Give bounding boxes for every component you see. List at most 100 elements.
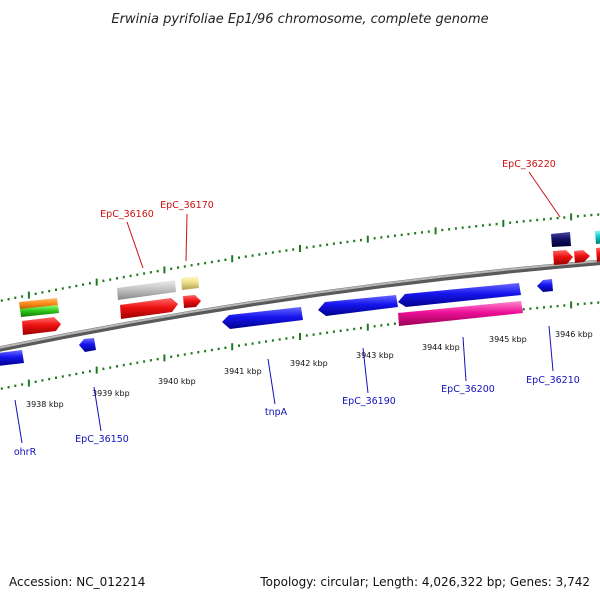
gene-arrow-blue-epc36200[interactable] xyxy=(398,283,521,307)
ruler-top-major-tick xyxy=(434,227,437,235)
ruler-top-major-tick xyxy=(366,235,369,243)
gene-label-epc36200[interactable]: EpC_36200 xyxy=(441,384,495,395)
ruler-bottom-minor-tick xyxy=(170,355,173,358)
ruler-top-minor-tick xyxy=(265,252,268,255)
tick-ruler-bottom xyxy=(0,301,600,390)
ruler-top-minor-tick xyxy=(380,236,383,239)
ruler-top-minor-tick xyxy=(258,253,261,256)
ruler-top-minor-tick xyxy=(116,277,118,280)
ruler-top-minor-tick xyxy=(156,269,159,273)
ruler-bottom-minor-tick xyxy=(278,338,281,341)
ruler-top-minor-tick xyxy=(244,255,247,258)
gene-arrow-red-epc36220[interactable] xyxy=(553,250,573,265)
ruler-top-minor-tick xyxy=(204,261,207,265)
tick-label-3943: 3943 kbp xyxy=(356,351,394,360)
ruler-top-minor-tick xyxy=(529,219,532,222)
ruler-bottom-minor-tick xyxy=(61,375,64,378)
ruler-top-minor-tick xyxy=(271,251,274,254)
ruler-top-minor-tick xyxy=(319,244,322,247)
gene-label-epc36190[interactable]: EpC_36190 xyxy=(342,396,396,407)
ruler-bottom-minor-tick xyxy=(251,342,254,345)
gene-feature-gray[interactable] xyxy=(117,280,176,300)
ruler-bottom-major-tick xyxy=(163,354,166,362)
ruler-top-minor-tick xyxy=(373,237,376,240)
tick-label-3945: 3945 kbp xyxy=(489,335,527,344)
ruler-bottom-minor-tick xyxy=(373,325,376,328)
ruler-bottom-major-tick xyxy=(27,379,30,387)
ruler-bottom-minor-tick xyxy=(305,334,308,337)
ruler-top-minor-tick xyxy=(332,242,335,245)
ruler-bottom-minor-tick xyxy=(204,349,207,353)
ruler-top-minor-tick xyxy=(170,267,173,270)
gene-arrow-blue-epc36150[interactable] xyxy=(79,338,96,352)
ruler-top-minor-tick xyxy=(41,291,44,294)
ruler-top-minor-tick xyxy=(305,246,308,249)
gene-label-ohrR[interactable]: ohrR xyxy=(14,447,37,458)
ruler-bottom-major-tick xyxy=(95,366,98,374)
gene-arrow-red[interactable] xyxy=(22,317,61,335)
ruler-top-minor-tick xyxy=(495,222,498,226)
ruler-bottom-minor-tick xyxy=(88,370,91,373)
gene-arrow-red-right[interactable] xyxy=(574,250,590,263)
ruler-bottom-minor-tick xyxy=(326,331,329,334)
ruler-top-major-tick xyxy=(502,219,505,227)
ruler-bottom-minor-tick xyxy=(387,323,390,326)
ruler-bottom-minor-tick xyxy=(0,387,3,390)
ruler-bottom-minor-tick xyxy=(258,341,261,344)
gene-label-epc36170[interactable]: EpC_36170 xyxy=(160,200,214,211)
gene-feature-navy[interactable] xyxy=(551,232,571,247)
ruler-top-minor-tick xyxy=(55,288,57,291)
leader-line-epc36190 xyxy=(362,347,369,394)
ruler-top-minor-tick xyxy=(238,256,240,259)
gene-arrow-red-epc36170[interactable] xyxy=(183,295,201,308)
ruler-bottom-minor-tick xyxy=(590,301,593,305)
gene-feature-cyan[interactable] xyxy=(595,230,600,244)
gene-label-epc36150[interactable]: EpC_36150 xyxy=(75,434,129,445)
ruler-top-minor-tick xyxy=(326,243,329,246)
ruler-top-minor-tick xyxy=(461,226,464,229)
ruler-bottom-minor-tick xyxy=(285,337,288,340)
ruler-bottom-major-tick xyxy=(231,343,234,351)
ruler-bottom-minor-tick xyxy=(529,307,532,310)
ruler-top-minor-tick xyxy=(109,278,112,281)
ruler-bottom-minor-tick xyxy=(292,336,295,339)
ruler-bottom-minor-tick xyxy=(68,374,71,377)
ruler-top-major-tick xyxy=(231,255,234,263)
ruler-bottom-minor-tick xyxy=(82,371,85,374)
leader-line-epc36200 xyxy=(462,336,467,382)
accession-label: Accession: NC_012214 xyxy=(9,575,145,589)
gene-arrow-blue-ohrR[interactable] xyxy=(0,350,24,366)
gene-label-tnpA[interactable]: tnpA xyxy=(265,407,288,418)
ruler-top-minor-tick xyxy=(210,260,213,264)
ruler-top-minor-tick xyxy=(278,250,281,253)
ruler-top-minor-tick xyxy=(522,220,525,223)
gene-arrow-blue-epc36210[interactable] xyxy=(537,279,553,292)
gene-feature-pink[interactable] xyxy=(398,301,523,326)
ruler-top-minor-tick xyxy=(563,216,566,219)
gene-arrow-red-edge[interactable] xyxy=(596,247,600,262)
tick-label-3939: 3939 kbp xyxy=(92,389,130,398)
ruler-top-minor-tick xyxy=(88,282,91,285)
gene-arrow-red-epc36160[interactable] xyxy=(120,298,178,319)
ruler-bottom-minor-tick xyxy=(597,301,600,304)
ruler-top-minor-tick xyxy=(122,275,125,279)
gene-feature-yellow[interactable] xyxy=(181,276,199,290)
ruler-top-minor-tick xyxy=(0,299,3,302)
ruler-top-minor-tick xyxy=(583,214,586,217)
ruler-top-major-tick xyxy=(570,213,573,221)
ruler-top-minor-tick xyxy=(129,274,132,278)
ruler-bottom-minor-tick xyxy=(543,306,545,309)
tick-label-3941: 3941 kbp xyxy=(224,367,262,376)
gene-label-epc36210[interactable]: EpC_36210 xyxy=(526,375,580,386)
ruler-bottom-major-tick xyxy=(366,323,369,331)
gene-label-epc36220[interactable]: EpC_36220 xyxy=(502,159,556,170)
gene-arrow-blue-tnpA[interactable] xyxy=(222,307,303,329)
gene-label-epc36160[interactable]: EpC_36160 xyxy=(100,209,154,220)
ruler-top-minor-tick xyxy=(549,217,552,220)
gene-arrow-blue-epc36190[interactable] xyxy=(318,295,398,316)
gene-feature-green[interactable] xyxy=(20,305,59,317)
map-title: Erwinia pyrifoliae Ep1/96 chromosome, co… xyxy=(111,12,488,27)
ruler-bottom-minor-tick xyxy=(55,376,57,379)
ruler-top-minor-tick xyxy=(407,232,410,236)
ruler-top-minor-tick xyxy=(400,233,403,237)
